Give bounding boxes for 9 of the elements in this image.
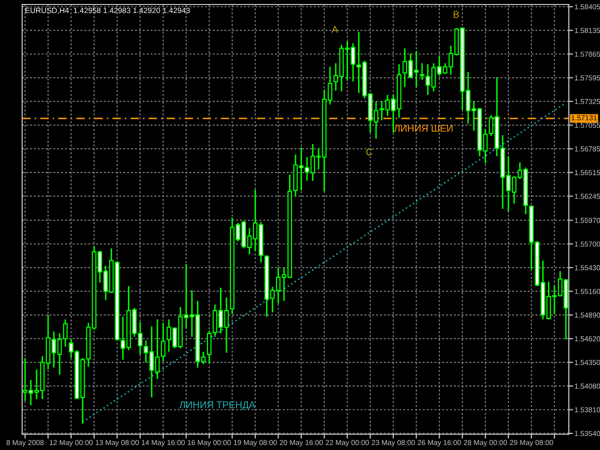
text: ЛИНИЯ ТРЕНДА (179, 401, 256, 410)
candlestick (206, 330, 212, 364)
candlestick (160, 322, 166, 362)
annotation: C (366, 148, 372, 156)
candlestick (420, 62, 424, 81)
annotation: A (332, 26, 338, 33)
annotation: B (454, 11, 459, 18)
candlestick (63, 318, 68, 348)
annotation: ЛИНИЯ ШЕИ (394, 124, 453, 132)
